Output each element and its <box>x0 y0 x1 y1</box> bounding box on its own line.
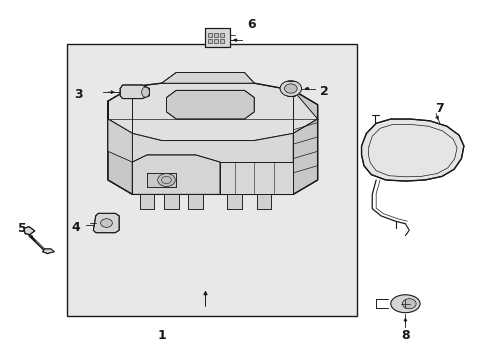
Polygon shape <box>361 119 463 181</box>
Text: 8: 8 <box>400 329 409 342</box>
Polygon shape <box>161 72 254 83</box>
Polygon shape <box>24 226 35 234</box>
Polygon shape <box>256 194 271 209</box>
Polygon shape <box>132 155 220 194</box>
Bar <box>66 44 356 316</box>
Text: 2: 2 <box>320 85 328 98</box>
Polygon shape <box>108 83 317 140</box>
Polygon shape <box>227 194 242 209</box>
Text: 1: 1 <box>157 329 165 342</box>
Polygon shape <box>93 213 119 233</box>
Polygon shape <box>108 101 132 194</box>
Polygon shape <box>188 194 203 209</box>
Text: 6: 6 <box>246 18 255 31</box>
Polygon shape <box>140 194 154 209</box>
Polygon shape <box>205 28 229 47</box>
Polygon shape <box>42 249 54 253</box>
Polygon shape <box>163 194 178 209</box>
Circle shape <box>158 174 175 186</box>
Polygon shape <box>214 39 218 42</box>
Text: 3: 3 <box>74 88 82 101</box>
Polygon shape <box>293 90 317 194</box>
Text: 5: 5 <box>18 222 27 235</box>
Circle shape <box>280 81 301 96</box>
Circle shape <box>101 219 112 227</box>
Polygon shape <box>108 119 317 194</box>
Text: 4: 4 <box>71 221 80 234</box>
Polygon shape <box>220 39 224 42</box>
Polygon shape <box>108 119 132 162</box>
Text: 7: 7 <box>434 102 443 115</box>
Polygon shape <box>220 33 224 37</box>
Ellipse shape <box>142 87 149 97</box>
Polygon shape <box>120 85 149 99</box>
Polygon shape <box>166 90 254 119</box>
Polygon shape <box>220 162 293 194</box>
Ellipse shape <box>402 299 415 309</box>
Circle shape <box>284 84 297 93</box>
Polygon shape <box>208 39 212 42</box>
Polygon shape <box>147 173 176 187</box>
Polygon shape <box>214 33 218 37</box>
Ellipse shape <box>390 295 419 313</box>
Polygon shape <box>208 33 212 37</box>
